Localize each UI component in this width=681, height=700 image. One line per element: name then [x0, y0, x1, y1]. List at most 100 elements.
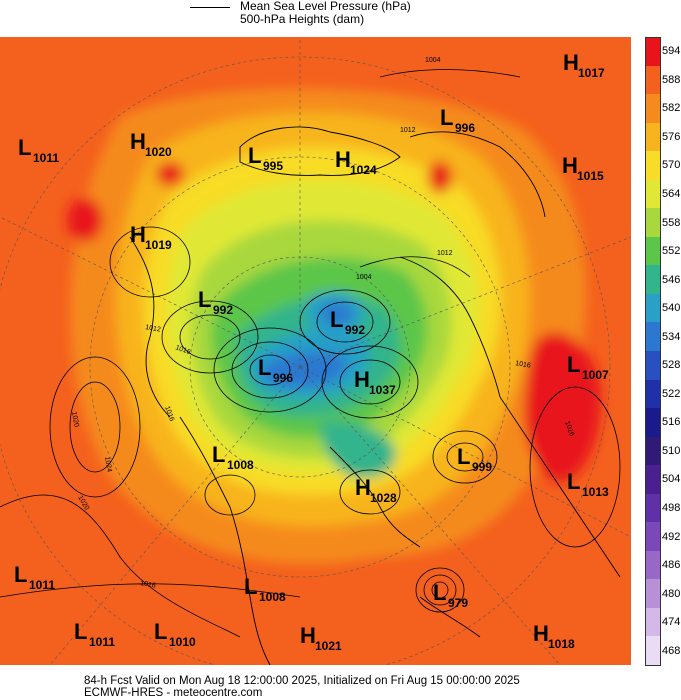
pressure-value: 1019 — [145, 238, 172, 252]
pressure-value: 1024 — [350, 163, 377, 177]
pressure-value: 979 — [448, 596, 468, 610]
colorbar-swatch — [645, 408, 661, 437]
footer: 84-h Fcst Valid on Mon Aug 18 12:00:00 2… — [84, 675, 520, 699]
low-pressure-marker: L — [440, 105, 453, 130]
colorbar-swatch — [645, 636, 661, 666]
colorbar-swatch — [645, 293, 661, 323]
pressure-value: 1015 — [577, 169, 604, 183]
low-pressure-marker: L — [258, 355, 271, 380]
low-pressure-marker: L — [74, 619, 87, 644]
colorbar-label: 552 — [662, 245, 681, 258]
low-pressure-marker: L — [18, 135, 31, 160]
colorbar-swatch — [645, 151, 661, 180]
isobar-value-label: 1016 — [163, 405, 175, 422]
colorbar-label: 534 — [662, 330, 681, 343]
colorbar-swatch — [645, 37, 661, 67]
pressure-value: 1013 — [582, 485, 609, 499]
high-pressure-marker: H — [562, 153, 578, 178]
colorbar-label: 588 — [662, 73, 681, 86]
pressure-value: 1011 — [89, 635, 115, 649]
low-pressure-marker: L — [248, 143, 261, 168]
high-pressure-marker: H — [563, 50, 579, 75]
colorbar-label: 516 — [662, 416, 681, 429]
high-pressure-marker: H — [354, 367, 370, 392]
isobar-value-label: 1016 — [515, 360, 532, 370]
low-pressure-marker: L — [244, 574, 257, 599]
low-pressure-marker: L — [154, 619, 167, 644]
colorbar-swatch — [645, 351, 661, 380]
colorbar-swatch — [645, 493, 661, 523]
colorbar-label: 522 — [662, 387, 681, 400]
colorbar-swatch — [645, 208, 661, 237]
colorbar-label: 570 — [662, 159, 681, 172]
pressure-value: 999 — [472, 460, 492, 474]
colorbar-label: 504 — [662, 473, 681, 486]
colorbar-label: 564 — [662, 188, 681, 200]
colorbar-swatch — [645, 65, 661, 95]
colorbar-swatch — [645, 265, 661, 294]
low-pressure-marker: L — [567, 352, 580, 377]
isobar-value-label: 1016 — [174, 344, 191, 356]
pressure-value: 1017 — [578, 66, 605, 80]
high-pressure-marker: H — [355, 475, 371, 500]
pressure-value: 1008 — [227, 458, 254, 472]
low-pressure-marker: L — [198, 287, 211, 312]
pressure-value: 1011 — [33, 151, 59, 165]
pressure-value: 1028 — [370, 491, 397, 505]
high-pressure-marker: H — [130, 129, 146, 154]
high-pressure-marker: H — [533, 621, 549, 646]
colorbar-swatch — [645, 236, 661, 266]
high-pressure-marker: H — [335, 147, 351, 172]
isobar-value-label: 1012 — [437, 250, 453, 257]
low-pressure-marker: L — [212, 442, 225, 467]
colorbar-swatch — [645, 436, 661, 466]
colorbar-label: 480 — [662, 587, 681, 600]
pressure-value: 996 — [273, 371, 293, 385]
colorbar-label: 474 — [662, 616, 681, 629]
isobar-value-label: 1024 — [103, 456, 113, 473]
colorbar-swatch — [645, 465, 661, 494]
pressure-value: 992 — [345, 323, 365, 337]
isobar-value-label: 1012 — [400, 127, 416, 134]
isobar-value-label: 1012 — [145, 324, 162, 334]
pressure-value: 1020 — [145, 145, 172, 159]
colorbar-label: 576 — [662, 130, 681, 143]
isobar-legend-line — [190, 7, 230, 8]
colorbar-swatch — [645, 579, 661, 608]
colorbar-label: 486 — [662, 559, 681, 572]
pressure-value: 1010 — [169, 635, 196, 649]
coastlines — [129, 126, 621, 665]
isobars — [0, 69, 621, 638]
pressure-value: 1018 — [548, 637, 575, 651]
pressure-value: 1011 — [29, 578, 55, 592]
colorbar-label: 540 — [662, 302, 681, 315]
legend-title-heights: 500-hPa Heights (dam) — [240, 12, 365, 26]
pressure-value: 995 — [263, 159, 283, 173]
isobar-value-label: 1004 — [425, 57, 441, 64]
low-pressure-marker: L — [433, 580, 446, 605]
colorbar-swatch — [645, 322, 661, 351]
legend-title-mslp: Mean Sea Level Pressure (hPa) — [240, 0, 411, 13]
colorbar-swatch — [645, 379, 661, 409]
colorbar-swatch — [645, 607, 661, 637]
isobar-value-label: 1016 — [563, 420, 575, 437]
low-pressure-marker: L — [330, 307, 343, 332]
pressure-value: 1037 — [369, 383, 396, 397]
colorbar-label: 582 — [662, 102, 681, 115]
colorbar-swatch — [645, 122, 661, 152]
height-field-bands — [67, 88, 601, 565]
isobar-value-label: 1016 — [140, 580, 157, 590]
colorbar-label: 492 — [662, 530, 681, 543]
colorbar-label: 468 — [662, 644, 681, 657]
forecast-valid-text: 84-h Fcst Valid on Mon Aug 18 12:00:00 2… — [84, 675, 520, 687]
colorbar-swatch — [645, 94, 661, 123]
colorbar-label: 510 — [662, 444, 681, 457]
pressure-value: 996 — [455, 121, 475, 135]
colorbar: 594 588 582 576 570 564 558 552 546 540 534 528 522 5… — [645, 37, 681, 666]
low-pressure-marker: L — [14, 562, 27, 587]
low-pressure-marker: L — [567, 469, 580, 494]
colorbar-swatch — [645, 550, 661, 580]
low-pressure-marker: L — [457, 444, 470, 469]
pressure-value: 1007 — [582, 368, 609, 382]
